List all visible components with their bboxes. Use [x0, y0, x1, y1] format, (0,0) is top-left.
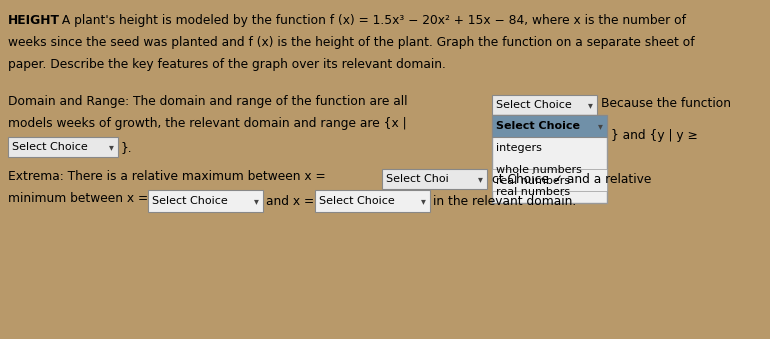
- FancyBboxPatch shape: [8, 137, 118, 157]
- Text: Select Choice: Select Choice: [319, 196, 395, 206]
- Text: A plant's height is modeled by the function f (x) = 1.5x³ − 20x² + 15x − 84, whe: A plant's height is modeled by the funct…: [58, 14, 686, 27]
- FancyBboxPatch shape: [492, 169, 607, 191]
- Text: ▾: ▾: [254, 196, 259, 206]
- Text: real numbers: real numbers: [496, 187, 570, 197]
- FancyBboxPatch shape: [492, 95, 597, 115]
- Text: in the relevant domain.: in the relevant domain.: [433, 195, 576, 208]
- Text: } and {y | y ≥: } and {y | y ≥: [611, 129, 698, 142]
- Text: models weeks of growth, the relevant domain and range are {x |: models weeks of growth, the relevant dom…: [8, 117, 407, 131]
- Text: Select Choice: Select Choice: [152, 196, 228, 206]
- Text: Select Choi: Select Choi: [386, 174, 449, 184]
- Text: weeks since the seed was planted and f (x) is the height of the plant. Graph the: weeks since the seed was planted and f (…: [8, 36, 695, 49]
- Text: ct Choice ✓ and a relative: ct Choice ✓ and a relative: [492, 173, 651, 186]
- Text: integers: integers: [496, 143, 542, 154]
- Text: Select Choice: Select Choice: [12, 142, 88, 153]
- Text: HEIGHT: HEIGHT: [8, 14, 60, 27]
- Text: Domain and Range: The domain and range of the function are all: Domain and Range: The domain and range o…: [8, 95, 407, 108]
- Text: Select Choice: Select Choice: [496, 121, 580, 132]
- FancyBboxPatch shape: [315, 190, 430, 212]
- Text: Extrema: There is a relative maximum between x =: Extrema: There is a relative maximum bet…: [8, 170, 326, 183]
- FancyBboxPatch shape: [148, 190, 263, 212]
- FancyBboxPatch shape: [492, 115, 607, 203]
- Text: ▾: ▾: [598, 121, 603, 132]
- Text: ▾: ▾: [109, 142, 114, 153]
- FancyBboxPatch shape: [492, 115, 607, 137]
- Text: ▾: ▾: [421, 196, 426, 206]
- FancyBboxPatch shape: [382, 169, 487, 189]
- Text: Because the function: Because the function: [601, 97, 731, 110]
- Text: and x =: and x =: [266, 195, 314, 208]
- Text: real numbers: real numbers: [496, 176, 570, 186]
- Text: ▾: ▾: [588, 100, 593, 111]
- Text: ▾: ▾: [478, 174, 483, 184]
- Text: paper. Describe the key features of the graph over its relevant domain.: paper. Describe the key features of the …: [8, 58, 446, 71]
- Text: }.: }.: [121, 141, 132, 154]
- Text: minimum between x =: minimum between x =: [8, 192, 148, 205]
- Text: Select Choice: Select Choice: [496, 100, 572, 111]
- Text: whole numbers: whole numbers: [496, 165, 582, 175]
